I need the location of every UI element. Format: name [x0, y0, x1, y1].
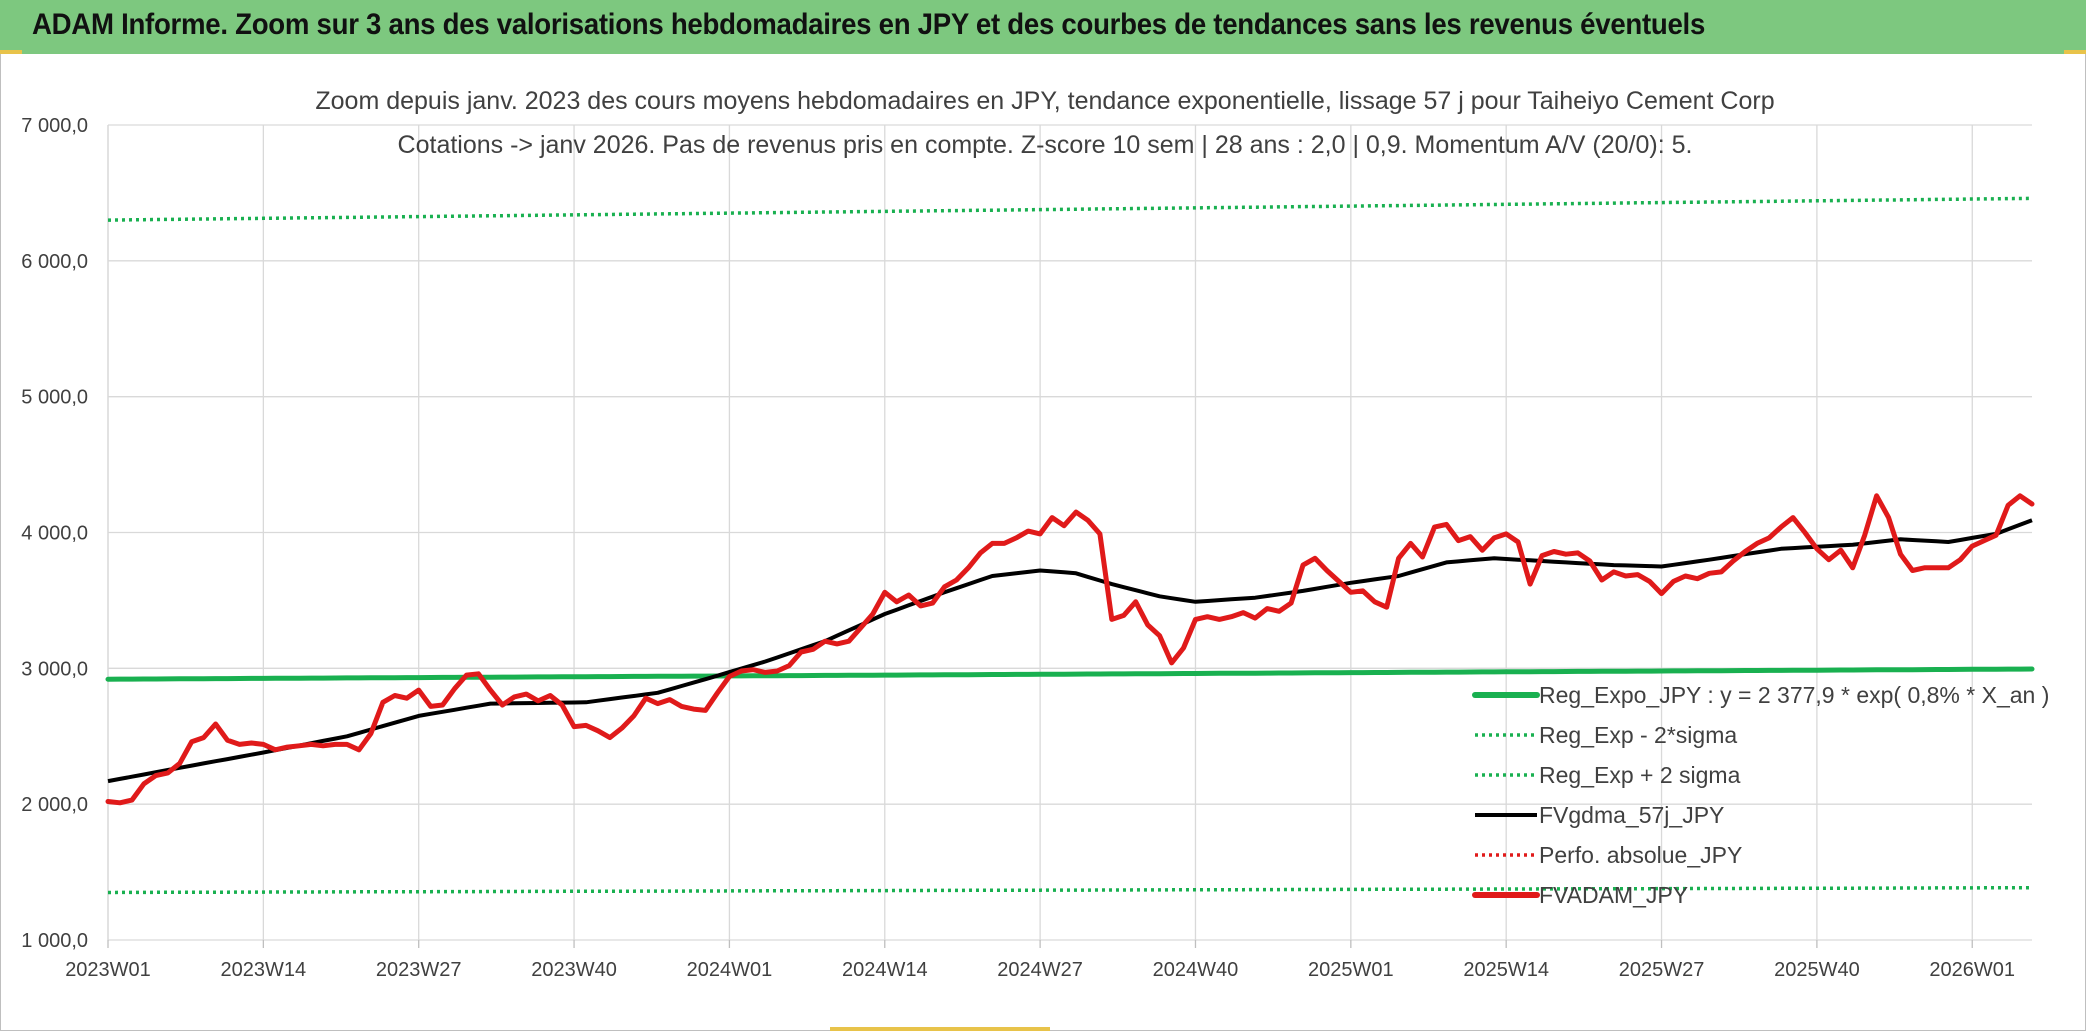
x-tick-label: 2023W14 [221, 959, 307, 981]
x-tick-label: 2023W01 [65, 959, 151, 981]
x-tick-label: 2025W14 [1463, 959, 1549, 981]
series-line-3 [107, 518, 2033, 784]
y-tick-label: 5 000,0 [21, 387, 88, 409]
y-tick-label: 6 000,0 [21, 251, 88, 273]
header-accent-right [2064, 50, 2086, 54]
header-accent-left [0, 50, 22, 54]
header-bar [0, 0, 2086, 54]
x-tick-label: 2023W27 [376, 959, 462, 981]
legend-label: Reg_Exp - 2*sigma [1539, 722, 1737, 748]
legend-label: Perfo. absolue_JPY [1539, 842, 1742, 868]
legend-label: FVADAM_JPY [1539, 882, 1688, 908]
chart-titles: Zoom depuis janv. 2023 des cours moyens … [315, 87, 1774, 159]
x-tick-label: 2026W01 [1929, 959, 2015, 981]
y-tick-label: 3 000,0 [21, 658, 88, 680]
y-tick-label: 2 000,0 [21, 794, 88, 816]
series-line-2 [107, 196, 2033, 222]
x-tick-label: 2024W14 [842, 959, 928, 981]
series-line-5 [105, 493, 2035, 806]
legend-label: Reg_Exp + 2 sigma [1539, 762, 1741, 788]
x-axis-ticks: 2023W01 2023W14 2023W27 2023W40 2024W01 2024W… [65, 959, 2015, 981]
x-tick-label: 2025W01 [1308, 959, 1394, 981]
x-tick-label: 2024W27 [997, 959, 1083, 981]
y-tick-label: 4 000,0 [21, 523, 88, 545]
y-tick-label: 1 000,0 [21, 930, 88, 952]
series-line-0 [105, 666, 2035, 682]
series-line-1 [107, 885, 2032, 895]
chart-title: Zoom depuis janv. 2023 des cours moyens … [315, 87, 1774, 115]
chart-subtitle: Cotations -> janv 2026. Pas de revenus p… [398, 131, 1693, 159]
grid-lines [107, 124, 2032, 948]
y-tick-label: 7 000,0 [21, 115, 88, 137]
x-tick-label: 2025W40 [1774, 959, 1860, 981]
bottom-accent [830, 1027, 1050, 1031]
x-tick-label: 2024W01 [687, 959, 773, 981]
series-lines [105, 196, 2035, 895]
x-tick-label: 2023W40 [531, 959, 617, 981]
x-tick-label: 2025W27 [1619, 959, 1705, 981]
page-title: ADAM Informe. Zoom sur 3 ans des valoris… [32, 8, 1706, 41]
legend-label: Reg_Expo_JPY : y = 2 377,9 * exp( 0,8% *… [1539, 682, 2049, 708]
x-tick-label: 2024W40 [1153, 959, 1239, 981]
legend: Reg_Expo_JPY : y = 2 377,9 * exp( 0,8% *… [1472, 682, 2049, 908]
y-axis-ticks: 1 000,0 2 000,0 3 000,0 4 000,0 5 000,0 6 000… [21, 115, 88, 952]
legend-label: FVgdma_57j_JPY [1539, 802, 1724, 828]
